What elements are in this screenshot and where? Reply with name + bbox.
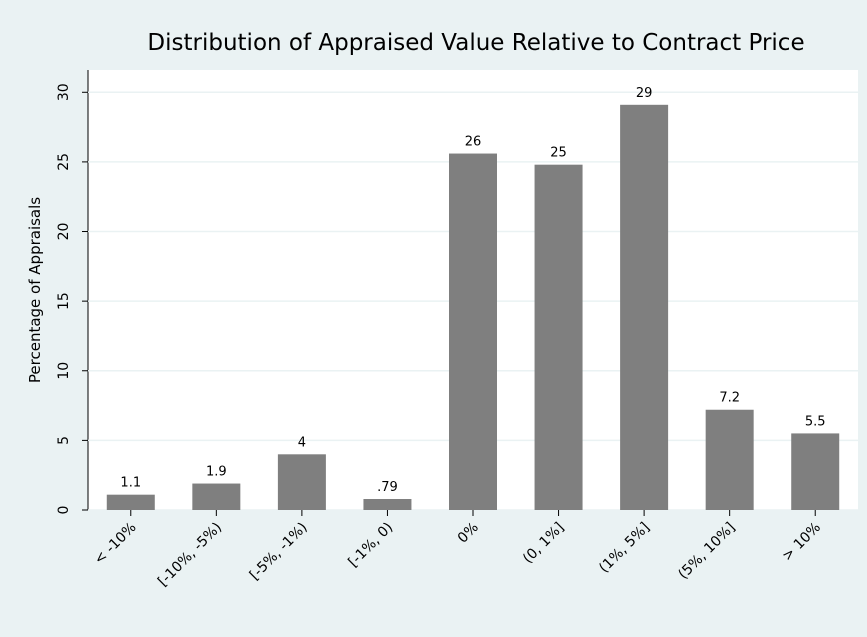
bar [791,433,840,510]
bar [449,153,497,510]
bar [106,494,155,510]
chart-title: Distribution of Appraised Value Relative… [147,30,804,56]
bar [620,104,669,511]
bar [192,483,241,510]
y-tick-label: 20 [56,223,72,241]
value-label: .79 [377,480,398,495]
y-tick-label: 15 [56,292,72,310]
bar [277,454,326,510]
value-label: 25 [550,146,567,161]
value-label: 4 [298,435,306,450]
value-label: 29 [636,86,653,101]
value-label: 5.5 [805,414,826,429]
value-label: 26 [465,135,482,150]
bar [705,409,754,510]
bar [534,164,583,511]
value-label: 7.2 [719,391,740,406]
y-tick-label: 30 [56,83,72,101]
y-axis-title: Percentage of Appraisals [26,197,44,383]
y-tick-label: 5 [56,436,72,445]
y-tick-label: 25 [56,153,72,171]
value-label: 1.9 [206,465,227,480]
value-label: 1.1 [120,476,141,491]
y-tick-label: 0 [56,506,72,515]
y-tick-label: 10 [56,362,72,380]
bar [363,499,412,510]
